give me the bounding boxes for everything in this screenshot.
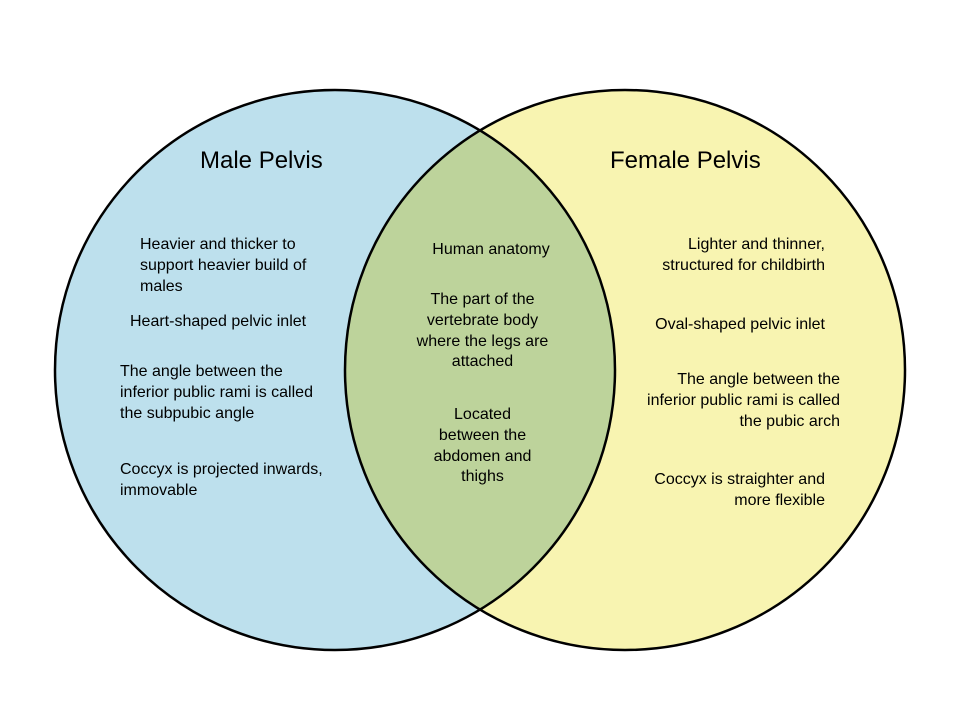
right-item-3: The angle between the inferior public ra…	[630, 370, 840, 432]
left-item-4: Coccyx is projected inwards, immovable	[120, 460, 330, 502]
left-item-1: Heavier and thicker to support heavier b…	[140, 235, 345, 297]
right-item-2: Oval-shaped pelvic inlet	[645, 315, 825, 336]
right-item-4: Coccyx is straighter and more flexible	[645, 470, 825, 512]
center-item-3: Located between the abdomen and thighs	[425, 405, 540, 488]
left-title: Male Pelvis	[200, 145, 323, 176]
left-item-2: Heart-shaped pelvic inlet	[130, 312, 330, 333]
right-title: Female Pelvis	[610, 145, 761, 176]
venn-diagram: Male Pelvis Female Pelvis Heavier and th…	[0, 0, 960, 720]
center-item-2: The part of the vertebrate body where th…	[415, 290, 550, 373]
left-item-3: The angle between the inferior public ra…	[120, 362, 330, 424]
center-item-1: Human anatomy	[416, 240, 566, 261]
right-item-1: Lighter and thinner, structured for chil…	[625, 235, 825, 277]
